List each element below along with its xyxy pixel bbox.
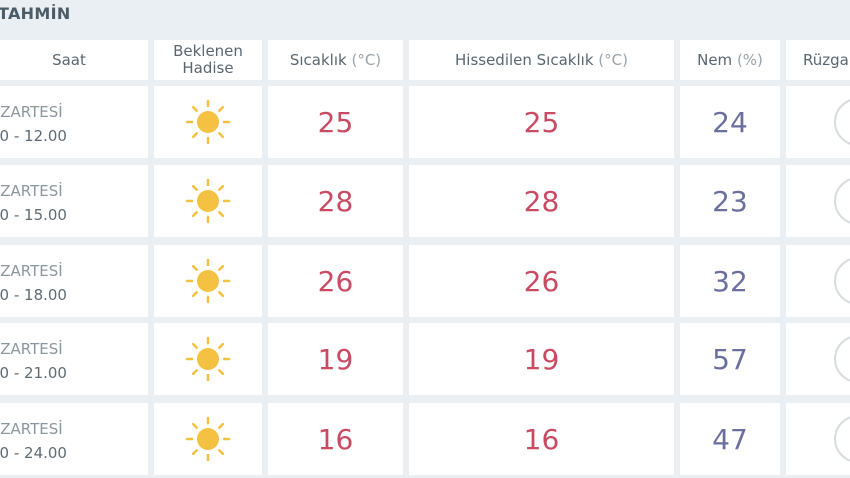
- header-label: Rüzga: [803, 50, 849, 69]
- header-unit: (°C): [351, 50, 382, 69]
- weather-cell: [154, 323, 262, 395]
- header-ruzgar: Rüzga: [786, 40, 850, 80]
- header-unit: (°C): [598, 50, 628, 69]
- temperature: 28: [268, 165, 403, 237]
- humidity: 23: [680, 165, 780, 237]
- table-row-time: AZARTESİ 00 - 24.00: [0, 403, 148, 475]
- wind-direction-icon: [834, 177, 850, 225]
- weather-cell: [154, 403, 262, 475]
- table-row-time: AZARTESİ 00 - 21.00: [0, 323, 148, 395]
- time-range: 00 - 12.00: [0, 127, 67, 145]
- wind-direction-icon: [834, 335, 850, 383]
- header-label: Beklenen: [173, 42, 243, 60]
- wind-cell: [786, 86, 850, 158]
- day-label: AZARTESİ: [0, 182, 63, 200]
- header-label: Saat: [52, 50, 86, 69]
- header-label: Nem: [697, 50, 733, 69]
- header-label: Sıcaklık: [289, 50, 347, 69]
- time-range: 00 - 18.00: [0, 286, 67, 304]
- table-row-time: AZARTESİ 00 - 12.00: [0, 86, 148, 158]
- temperature: 19: [268, 323, 403, 395]
- feels-like: 25: [409, 86, 674, 158]
- temperature: 26: [268, 245, 403, 317]
- sun-icon: [185, 258, 231, 304]
- day-label: AZARTESİ: [0, 340, 63, 358]
- day-label: AZARTESİ: [0, 262, 63, 280]
- time-range: 00 - 24.00: [0, 444, 67, 462]
- section-title: TAHMİN: [0, 4, 71, 23]
- sun-icon: [185, 99, 231, 145]
- day-label: AZARTESİ: [0, 420, 63, 438]
- feels-like: 28: [409, 165, 674, 237]
- wind-direction-icon: [834, 257, 850, 305]
- humidity: 32: [680, 245, 780, 317]
- time-range: 00 - 15.00: [0, 206, 67, 224]
- humidity: 57: [680, 323, 780, 395]
- temperature: 16: [268, 403, 403, 475]
- temperature: 25: [268, 86, 403, 158]
- header-label: Hadise: [182, 59, 234, 77]
- humidity: 47: [680, 403, 780, 475]
- sun-icon: [185, 416, 231, 462]
- weather-cell: [154, 86, 262, 158]
- weather-cell: [154, 245, 262, 317]
- sun-icon: [185, 336, 231, 382]
- wind-cell: [786, 403, 850, 475]
- header-saat: Saat: [0, 40, 148, 80]
- day-label: AZARTESİ: [0, 103, 63, 121]
- time-range: 00 - 21.00: [0, 364, 67, 382]
- wind-cell: [786, 323, 850, 395]
- wind-cell: [786, 245, 850, 317]
- header-label: Hissedilen Sıcaklık: [455, 50, 594, 69]
- header-hadise: Beklenen Hadise: [154, 40, 262, 80]
- table-row-time: AZARTESİ 00 - 18.00: [0, 245, 148, 317]
- feels-like: 26: [409, 245, 674, 317]
- table-row-time: AZARTESİ 00 - 15.00: [0, 165, 148, 237]
- wind-cell: [786, 165, 850, 237]
- wind-direction-icon: [834, 415, 850, 463]
- header-unit: (%): [736, 50, 763, 69]
- feels-like: 16: [409, 403, 674, 475]
- header-sicaklik: Sıcaklık (°C): [268, 40, 403, 80]
- feels-like: 19: [409, 323, 674, 395]
- weather-cell: [154, 165, 262, 237]
- wind-direction-icon: [834, 98, 850, 146]
- humidity: 24: [680, 86, 780, 158]
- header-nem: Nem (%): [680, 40, 780, 80]
- sun-icon: [185, 178, 231, 224]
- header-hissedilen: Hissedilen Sıcaklık (°C): [409, 40, 674, 80]
